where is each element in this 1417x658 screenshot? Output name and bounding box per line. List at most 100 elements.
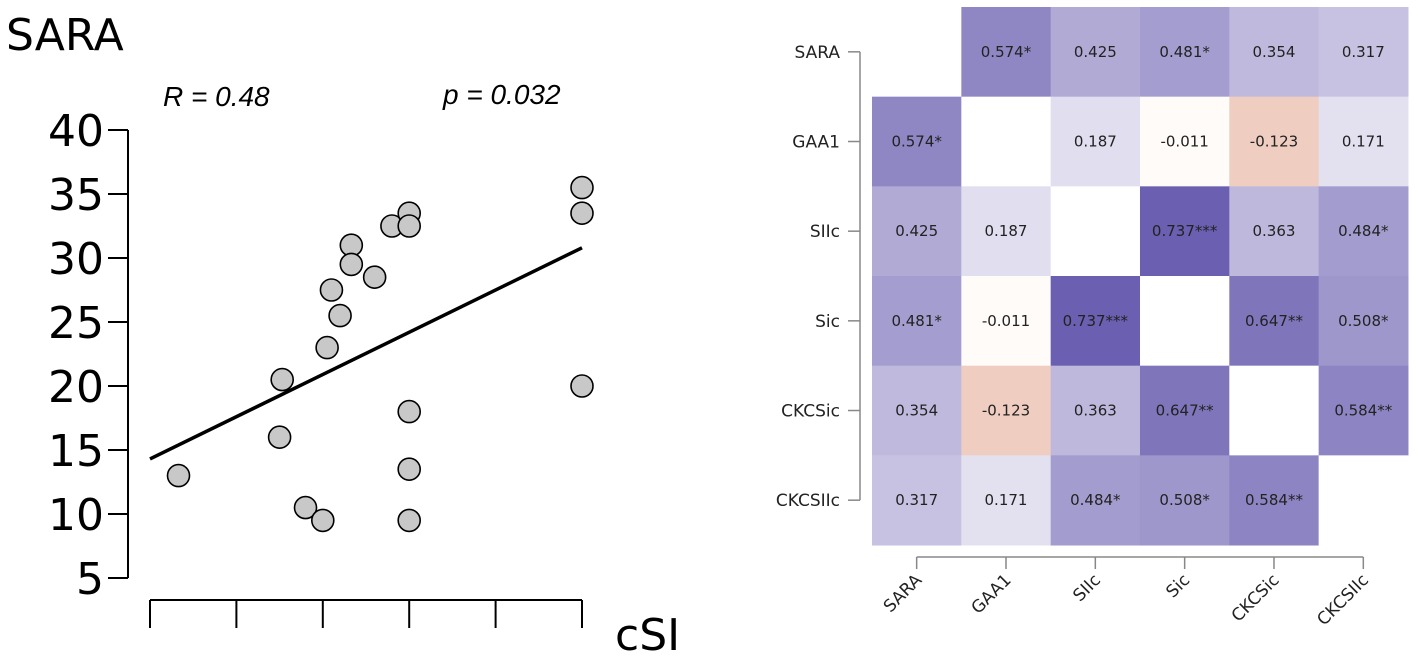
heatmap-cell <box>961 455 1052 546</box>
heatmap-column-label: SIIc <box>1069 570 1104 605</box>
scatter-point <box>339 252 364 277</box>
heatmap-cell <box>961 365 1052 456</box>
heatmap-cell-label: 0.425 <box>1074 43 1117 61</box>
heatmap-cell <box>1229 365 1320 456</box>
heatmap-cells: 0.574* 0.425 0.481* 0.354 0.317 0.574* 0.187 -0… <box>872 7 1409 546</box>
heatmap-cell-label: 0.354 <box>1253 43 1296 61</box>
scatter-point <box>267 425 292 450</box>
scatter-x-label: cSI <box>615 610 680 658</box>
heatmap-cell <box>1229 186 1320 277</box>
heatmap-cell-label: -0.123 <box>982 402 1030 420</box>
scatter-point <box>315 335 339 360</box>
heatmap-cell-label: 0.508* <box>1338 312 1389 330</box>
heatmap-cell-label: 0.187 <box>1074 133 1117 151</box>
scatter-point <box>397 508 422 533</box>
heatmap-cell <box>872 96 962 187</box>
heatmap-cell <box>1139 7 1230 98</box>
heatmap-cell <box>1318 186 1409 277</box>
scatter-y-tick-label: 35 <box>48 170 104 221</box>
heatmap-cell <box>1229 276 1320 367</box>
heatmap-cell <box>1318 276 1409 367</box>
heatmap-cell <box>1229 7 1320 98</box>
heatmap-cell-label: -0.123 <box>1250 133 1298 151</box>
heatmap-cell-label: 0.484* <box>1338 222 1389 240</box>
scatter-point <box>397 214 422 238</box>
heatmap-cell-label: 0.508* <box>1159 491 1210 509</box>
heatmap-cell <box>961 276 1052 367</box>
scatter-y-tick-label: 40 <box>48 106 104 157</box>
heatmap-cell <box>1050 455 1141 546</box>
scatter-points <box>166 175 594 533</box>
heatmap-cell <box>1318 365 1409 456</box>
heatmap-cell <box>872 186 962 277</box>
heatmap-cell <box>872 365 962 456</box>
heatmap-cell-label: 0.171 <box>1342 133 1385 151</box>
heatmap-cell-label: 0.574* <box>891 133 942 151</box>
heatmap-cell-label: 0.574* <box>981 43 1032 61</box>
scatter-point <box>319 278 344 302</box>
heatmap-column-label: GAA1 <box>968 570 1016 618</box>
scatter-point <box>397 457 422 482</box>
heatmap-cell-label: 0.317 <box>895 491 938 509</box>
r-annotation: R = 0.48 <box>163 81 270 112</box>
heatmap-cell-label: 0.484* <box>1070 491 1121 509</box>
heatmap-cell-label: 0.647** <box>1156 402 1214 420</box>
heatmap-cell <box>1139 276 1230 367</box>
p-annotation: p = 0.032 <box>442 79 561 110</box>
heatmap-row-label: GAA1 <box>792 133 840 153</box>
heatmap-column-label: Sic <box>1162 570 1194 602</box>
heatmap-column-labels: SARA GAA1 SIIc Sic CKCSic CKCSIIc <box>880 570 1373 630</box>
heatmap-cell <box>961 186 1052 277</box>
heatmap-cell-label: 0.481* <box>1159 43 1210 61</box>
heatmap-cell-label: 0.481* <box>891 312 942 330</box>
heatmap-cell <box>1318 7 1409 98</box>
scatter-point <box>570 175 594 200</box>
heatmap-cell <box>1139 186 1230 277</box>
heatmap-cell <box>1050 276 1141 367</box>
scatter-point <box>362 265 387 290</box>
heatmap-cell-label: 0.363 <box>1074 402 1117 420</box>
heatmap-axes <box>848 51 1365 570</box>
heatmap-cell-label: 0.171 <box>985 491 1028 509</box>
scatter-y-tick-label: 5 <box>76 554 104 605</box>
scatter-point <box>328 303 352 328</box>
scatter-point <box>270 367 294 392</box>
heatmap-column-label: CKCSic <box>1228 570 1284 626</box>
scatter-point <box>397 399 422 424</box>
scatter-regression <box>149 246 583 461</box>
heatmap-cell <box>1229 455 1320 546</box>
heatmap-cell <box>1050 365 1141 456</box>
scatter-y-tick-label: 30 <box>48 234 104 285</box>
scatter-title: SARA <box>6 10 124 61</box>
heatmap-cell <box>1139 96 1230 187</box>
heatmap-cell <box>872 455 962 546</box>
scatter-y-tick-labels: 40 35 30 25 20 15 10 5 <box>48 106 104 605</box>
heatmap-row-label: CKCSIIc <box>776 491 840 511</box>
heatmap-cell <box>1139 455 1230 546</box>
heatmap-cell <box>961 96 1052 187</box>
scatter-point <box>570 201 594 225</box>
scatter-y-tick-label: 10 <box>48 490 104 541</box>
heatmap-column-label: SARA <box>880 570 927 617</box>
heatmap-cell-label: 0.317 <box>1342 43 1385 61</box>
heatmap-cell <box>1050 96 1141 187</box>
heatmap-column-label: CKCSIIc <box>1313 570 1372 629</box>
heatmap-cell-label: 0.737*** <box>1063 312 1129 330</box>
heatmap-cell-label: 0.354 <box>895 402 938 420</box>
heatmap-cell <box>1229 96 1320 187</box>
heatmap-cell-label: -0.011 <box>982 312 1030 330</box>
scatter-point <box>570 374 594 398</box>
heatmap-cell-label: 0.584** <box>1245 491 1303 509</box>
heatmap-cell-label: 0.584** <box>1334 402 1392 420</box>
heatmap-row-label: SIIc <box>810 222 840 242</box>
heatmap-cell-label: 0.363 <box>1253 222 1296 240</box>
heatmap-cell <box>961 7 1052 98</box>
heatmap-cell-label: 0.647** <box>1245 312 1303 330</box>
heatmap-cell <box>872 7 962 98</box>
heatmap-cell <box>1050 186 1141 277</box>
heatmap-cell <box>1050 7 1141 98</box>
heatmap-cell <box>1139 365 1230 456</box>
heatmap-row-label: SARA <box>795 43 841 63</box>
heatmap-cell-label: 0.187 <box>985 222 1028 240</box>
